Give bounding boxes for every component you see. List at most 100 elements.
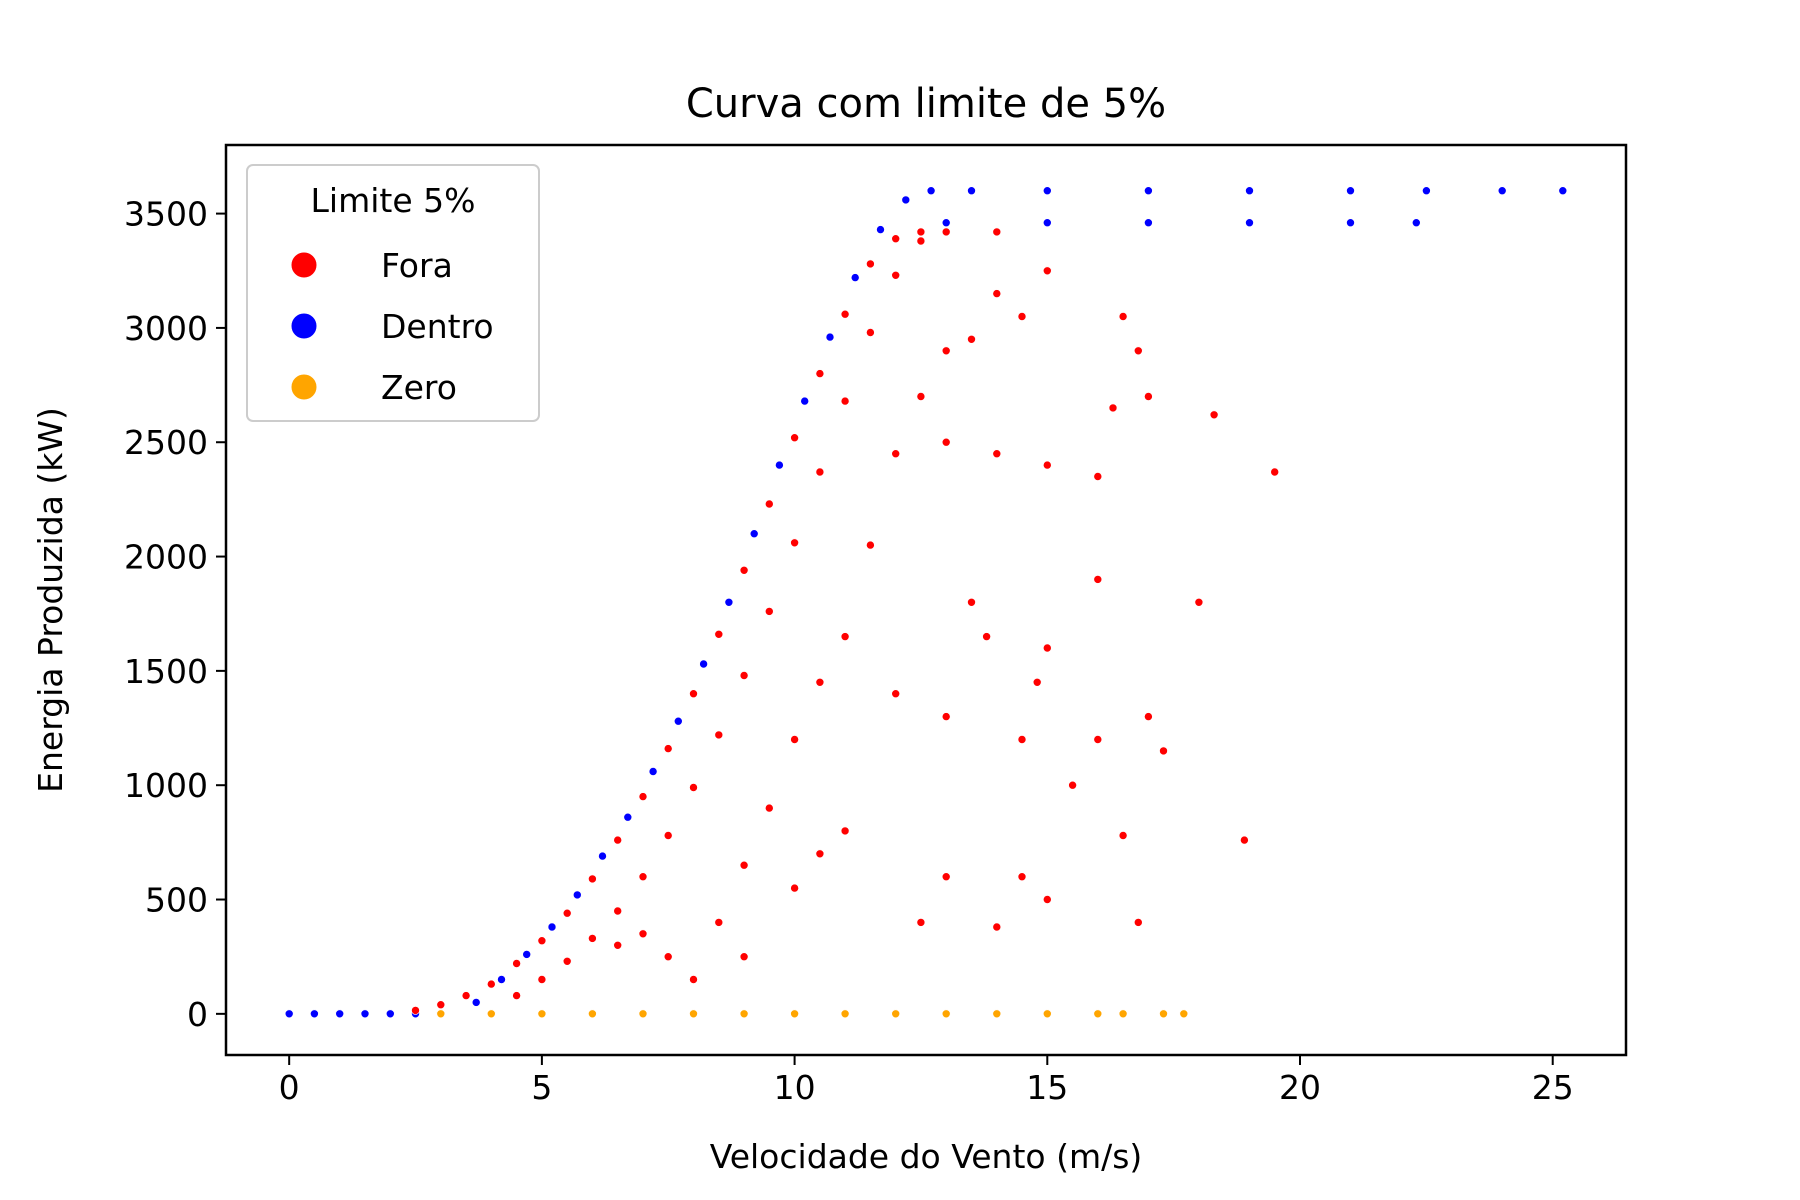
y-axis-label: Energia Produzida (kW) [31,407,70,793]
point-fora-29 [663,831,673,840]
point-zero-9 [891,1009,901,1019]
point-fora-26 [588,934,597,943]
point-dentro-37 [1245,218,1254,227]
point-fora-57 [1043,266,1052,276]
point-fora-88 [815,849,825,859]
point-fora-92 [1032,677,1042,687]
point-dentro-35 [1043,218,1052,227]
legend: Limite 5% Fora Dentro Zero [246,164,540,422]
point-fora-49 [840,632,850,641]
x-tick-label-3: 15 [1026,1068,1068,1107]
legend-label-zero: Zero [381,368,457,407]
point-dentro-26 [967,186,976,195]
point-fora-1 [436,1000,446,1010]
point-fora-64 [1270,467,1279,477]
point-fora-84 [941,712,951,721]
point-fora-8 [613,835,623,845]
y-tick-label-6: 3000 [124,309,208,348]
point-dentro-34 [941,218,951,227]
point-fora-74 [1068,780,1077,790]
legend-box [246,164,540,422]
point-fora-51 [891,449,901,459]
point-dentro-7 [471,998,481,1007]
point-zero-3 [588,1009,597,1019]
x-tick-label-0: 0 [279,1068,300,1107]
point-zero-0 [436,1009,446,1019]
point-dentro-2 [335,1009,345,1019]
point-dentro-32 [1497,186,1507,195]
point-fora-15 [790,433,799,443]
point-dentro-28 [1144,186,1153,195]
point-fora-72 [1194,597,1204,607]
y-tick-label-5: 2500 [124,423,208,462]
point-fora-73 [1240,835,1249,845]
point-dentro-18 [749,529,759,539]
y-tick-label-1: 500 [145,881,208,920]
point-fora-90 [790,883,799,893]
point-zero-14 [1118,1009,1128,1019]
point-dentro-13 [623,812,633,822]
point-fora-91 [982,632,991,641]
legend-label-dentro: Dentro [381,307,494,346]
point-fora-71 [1144,712,1153,721]
point-dentro-11 [572,890,582,900]
point-dentro-21 [825,332,835,342]
point-fora-34 [790,538,799,548]
point-fora-70 [1093,575,1103,584]
legend-entries: Fora Dentro Zero [290,246,494,407]
point-dentro-19 [775,460,784,470]
point-fora-13 [739,565,749,575]
point-fora-36 [840,396,850,406]
point-dentro-20 [800,396,810,406]
point-fora-16 [815,369,825,378]
point-fora-89 [739,952,749,962]
point-fora-23 [512,991,521,1000]
legend-marker-dentro [290,312,318,340]
point-fora-32 [739,671,749,680]
point-dentro-10 [547,922,557,932]
point-dentro-9 [522,950,532,959]
point-dentro-12 [598,851,607,861]
point-dentro-23 [876,225,885,234]
x-tick-label-4: 20 [1279,1068,1321,1107]
point-fora-42 [663,952,673,962]
point-zero-11 [992,1009,1002,1019]
plot-frame [224,143,1628,1057]
point-fora-82 [840,826,850,836]
point-dentro-15 [673,716,683,726]
point-dentro-17 [724,597,734,607]
x-tick-label-2: 10 [774,1068,816,1107]
point-dentro-4 [385,1009,395,1019]
point-dentro-14 [648,767,658,776]
point-fora-40 [613,940,623,950]
point-fora-52 [916,392,926,401]
point-dentro-29 [1245,186,1254,195]
point-zero-13 [1093,1009,1103,1019]
y-tick-label-4: 2000 [124,538,208,577]
point-fora-19 [891,234,901,243]
point-fora-21 [941,227,951,237]
point-dentro-31 [1422,186,1431,195]
point-fora-63 [1209,410,1219,420]
x-axis: 0 5 10 15 20 25 [279,1055,1574,1107]
point-fora-78 [941,872,951,882]
x-axis-label: Velocidade do Vento (m/s) [710,1137,1143,1176]
point-fora-46 [764,803,774,813]
y-tick-label-2: 1000 [124,766,208,805]
x-tick-label-5: 25 [1532,1068,1574,1107]
point-dentro-27 [1043,186,1052,195]
point-fora-39 [916,236,926,246]
point-fora-6 [562,908,572,918]
point-dentro-33 [1558,186,1568,195]
point-zero-10 [941,1009,951,1019]
point-zero-6 [739,1009,749,1019]
point-zero-2 [537,1009,547,1019]
point-fora-43 [689,975,698,984]
point-zero-7 [790,1009,799,1019]
point-fora-3 [486,979,496,989]
point-dentro-24 [901,195,911,205]
chart-title: Curva com limite de 5% [686,81,1166,127]
y-tick-label-7: 3500 [124,195,208,234]
point-dentro-38 [1346,218,1355,227]
